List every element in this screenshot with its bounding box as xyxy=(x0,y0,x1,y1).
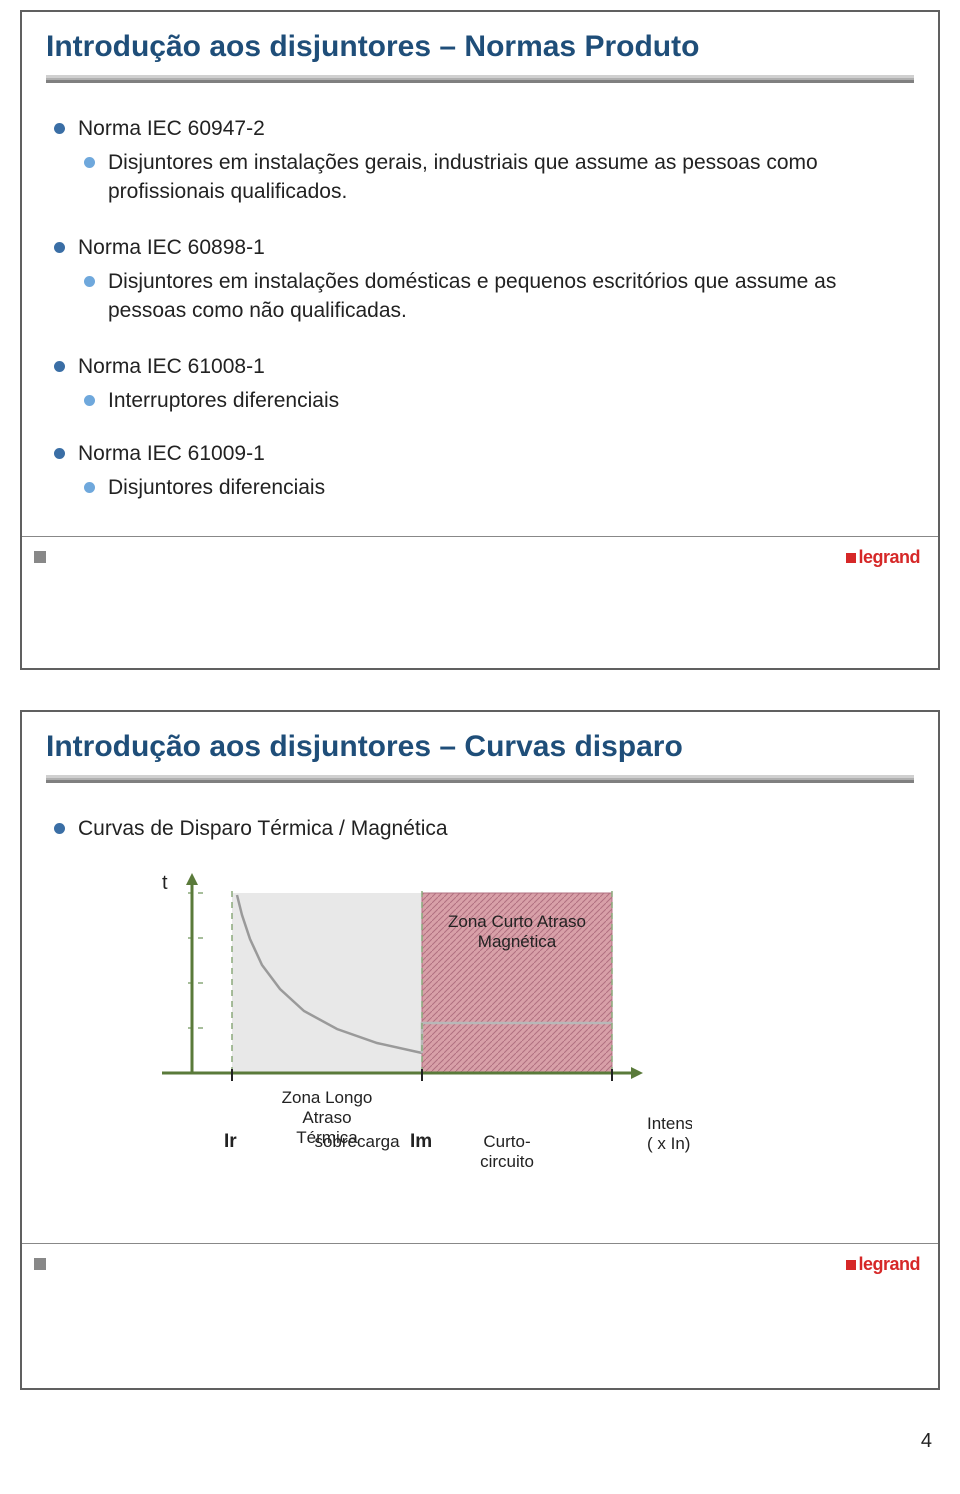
bullet-sub-text: Disjuntores em instalações domésticas e … xyxy=(108,270,836,321)
bullet-label: Norma IEC 61009-1 xyxy=(78,442,265,465)
title-underline xyxy=(46,75,914,83)
bullet-sub: Disjuntores diferenciais xyxy=(82,474,908,502)
brand-text: legrand xyxy=(858,1254,920,1274)
brand-logo: legrand xyxy=(846,1254,920,1275)
svg-text:( x In): ( x In) xyxy=(647,1134,690,1153)
trip-curve-svg: t Ir Im Zona Curto AtrasoMagnética Zona Long… xyxy=(132,873,692,1213)
brand-text: legrand xyxy=(858,547,920,567)
bullet-item: Norma IEC 61009-1 xyxy=(52,440,908,468)
slide-title: Introdução aos disjuntores – Curvas disp… xyxy=(22,712,938,775)
bullet-label: Curvas de Disparo Térmica / Magnética xyxy=(78,817,448,840)
slide2-content: Curvas de Disparo Térmica / Magnética t I… xyxy=(22,783,938,1233)
svg-text:Atraso: Atraso xyxy=(302,1108,351,1127)
bullet-item: Norma IEC 60947-2 xyxy=(52,115,908,143)
bullet-sub: Interruptores diferenciais xyxy=(82,387,908,415)
svg-text:Zona Longo: Zona Longo xyxy=(282,1088,373,1107)
bullet-item: Norma IEC 61008-1 xyxy=(52,353,908,381)
svg-text:Curto-: Curto- xyxy=(483,1132,530,1151)
svg-text:Ir: Ir xyxy=(224,1131,237,1152)
bullet-item: Norma IEC 60898-1 xyxy=(52,234,908,262)
footer-square-icon xyxy=(34,551,46,563)
svg-text:Zona Curto Atraso: Zona Curto Atraso xyxy=(448,912,586,931)
svg-text:sobrecarga: sobrecarga xyxy=(314,1132,400,1151)
slide-footer: legrand xyxy=(22,536,938,577)
bullet-sub-text: Disjuntores em instalações gerais, indus… xyxy=(108,151,818,202)
bullet-label: Norma IEC 60947-2 xyxy=(78,117,265,140)
slide-title: Introdução aos disjuntores – Normas Prod… xyxy=(22,12,938,75)
page-number: 4 xyxy=(0,1430,960,1463)
svg-text:circuito: circuito xyxy=(480,1152,534,1171)
slide-footer: legrand xyxy=(22,1243,938,1284)
svg-text:Magnética: Magnética xyxy=(478,932,557,951)
bullet-sub: Disjuntores em instalações domésticas e … xyxy=(82,268,908,325)
slide-normas: Introdução aos disjuntores – Normas Prod… xyxy=(20,10,940,670)
footer-square-icon xyxy=(34,1258,46,1270)
brand-logo: legrand xyxy=(846,547,920,568)
logo-square-icon xyxy=(846,1260,856,1270)
bullet-sub-text: Disjuntores diferenciais xyxy=(108,476,325,499)
bullet-label: Norma IEC 60898-1 xyxy=(78,236,265,259)
svg-text:Intensidade: Intensidade xyxy=(647,1114,692,1133)
bullet-item: Curvas de Disparo Térmica / Magnética xyxy=(52,815,908,843)
bullet-label: Norma IEC 61008-1 xyxy=(78,355,265,378)
svg-text:Im: Im xyxy=(410,1131,432,1152)
title-underline xyxy=(46,775,914,783)
bullet-sub-text: Interruptores diferenciais xyxy=(108,389,339,412)
logo-square-icon xyxy=(846,553,856,563)
svg-text:t: t xyxy=(162,873,168,894)
slide1-content: Norma IEC 60947-2 Disjuntores em instala… xyxy=(22,83,938,526)
trip-curve-chart: t Ir Im Zona Curto AtrasoMagnética Zona Long… xyxy=(132,873,692,1213)
slide-curvas: Introdução aos disjuntores – Curvas disp… xyxy=(20,710,940,1390)
bullet-sub: Disjuntores em instalações gerais, indus… xyxy=(82,149,908,206)
